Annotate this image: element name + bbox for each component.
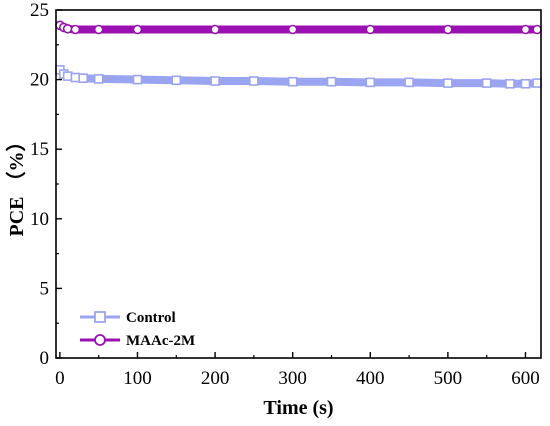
x-tick-label-3: 300 bbox=[278, 368, 307, 389]
y-axis-title: PCE （%） bbox=[5, 132, 28, 237]
x-tick-label-1: 100 bbox=[123, 368, 152, 389]
series-line-1 bbox=[55, 21, 542, 34]
series-0-point-17 bbox=[520, 78, 531, 89]
x-axis-ticks: 0 100 200 300 400 500 600 bbox=[55, 352, 540, 389]
series-0-point-12 bbox=[365, 77, 376, 88]
series-1 bbox=[55, 20, 542, 35]
series-0-point-7 bbox=[171, 75, 182, 86]
x-tick-label-5: 500 bbox=[434, 368, 463, 389]
series-0-point-11 bbox=[326, 76, 337, 87]
y-tick-label-0: 0 bbox=[40, 348, 50, 369]
series-0-point-13 bbox=[404, 77, 414, 88]
series-line-0 bbox=[55, 65, 542, 88]
series-0-point-4 bbox=[78, 73, 88, 84]
x-tick-label-4: 400 bbox=[356, 368, 385, 389]
series-0 bbox=[55, 65, 542, 89]
series-1-point-11 bbox=[532, 24, 542, 35]
series-0-point-14 bbox=[443, 78, 453, 88]
legend-marker-0 bbox=[94, 311, 106, 323]
series-1-point-7 bbox=[287, 24, 298, 35]
series-0-point-3 bbox=[70, 72, 81, 83]
legend-label-0: Control bbox=[126, 310, 176, 326]
series-0-point-15 bbox=[481, 78, 492, 88]
legend-item-1: MAAc-2M bbox=[80, 333, 195, 349]
series-1-point-9 bbox=[443, 24, 453, 35]
plot-frame bbox=[55, 9, 542, 359]
series-1-point-10 bbox=[520, 24, 531, 35]
series-0-point-5 bbox=[93, 74, 104, 84]
y-tick-label-1: 5 bbox=[40, 278, 50, 299]
x-tick-label-0: 0 bbox=[55, 368, 65, 389]
x-tick-label-6: 600 bbox=[511, 368, 540, 389]
series-1-point-8 bbox=[365, 24, 376, 35]
legend: Control MAAc-2M bbox=[80, 310, 195, 349]
y-tick-label-4: 20 bbox=[30, 70, 49, 91]
series-0-point-6 bbox=[132, 74, 143, 85]
series-1-point-2 bbox=[62, 23, 73, 34]
series-layer bbox=[55, 20, 542, 89]
y-axis-ticks: 0 5 10 15 20 25 bbox=[30, 0, 62, 369]
series-0-point-8 bbox=[210, 76, 220, 86]
legend-label-1: MAAc-2M bbox=[126, 333, 195, 349]
series-0-point-10 bbox=[287, 76, 298, 87]
y-tick-label-5: 25 bbox=[30, 0, 49, 21]
x-axis-title: Time (s) bbox=[263, 397, 333, 419]
series-0-point-2 bbox=[62, 71, 73, 81]
y-tick-label-2: 10 bbox=[30, 209, 49, 230]
series-0-point-18 bbox=[532, 78, 542, 88]
y-tick-label-3: 15 bbox=[30, 139, 49, 160]
legend-marker-1 bbox=[94, 334, 106, 346]
series-0-point-9 bbox=[249, 76, 259, 86]
series-1-point-3 bbox=[70, 24, 81, 35]
x-tick-label-2: 200 bbox=[201, 368, 230, 389]
series-1-point-6 bbox=[210, 24, 220, 35]
legend-item-0: Control bbox=[80, 310, 176, 326]
series-1-point-4 bbox=[93, 24, 104, 35]
series-1-point-5 bbox=[132, 24, 143, 35]
series-0-point-16 bbox=[505, 78, 515, 89]
